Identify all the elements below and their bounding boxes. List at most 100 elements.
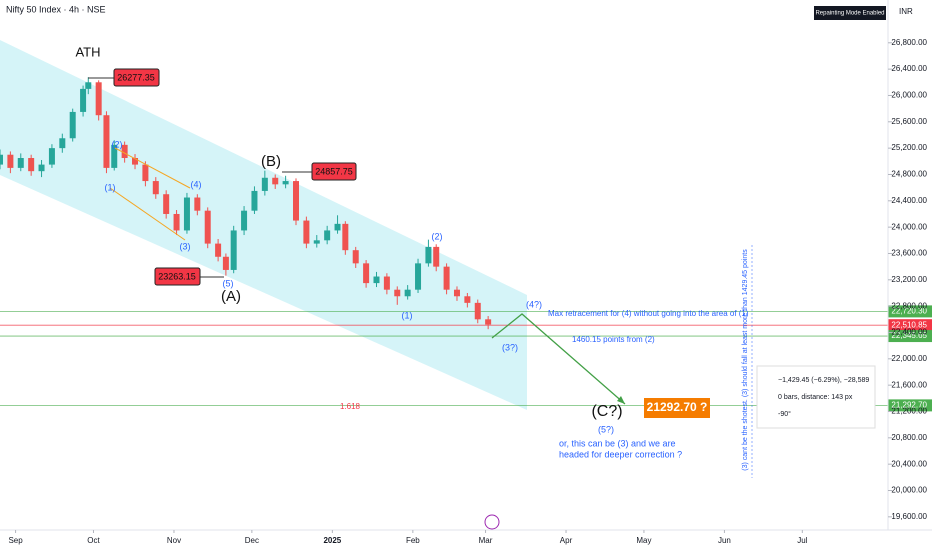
wave-label: (2) <box>112 139 123 149</box>
candle-body <box>38 164 45 172</box>
candle-body <box>142 164 149 182</box>
event-icon <box>484 514 500 530</box>
wedge-line <box>109 187 186 241</box>
y-tick-label: 26,000.00 <box>891 91 927 100</box>
candle-body <box>383 276 390 290</box>
y-tick-label: 20,000.00 <box>891 486 927 495</box>
y-tick-label: 26,800.00 <box>891 38 927 47</box>
candle-body <box>152 181 159 195</box>
y-tick-label: 26,400.00 <box>891 64 927 73</box>
candle-body <box>363 263 370 284</box>
candle-body <box>222 256 229 270</box>
candle-body <box>404 289 411 297</box>
candle-body <box>59 138 66 149</box>
candle-body <box>334 223 341 231</box>
annotation: headed for deeper correction ? <box>559 449 682 459</box>
x-tick-label: 2025 <box>323 536 341 545</box>
y-tick-label: 23,200.00 <box>891 275 927 284</box>
candle-body <box>464 296 471 303</box>
x-tick-label: Oct <box>87 536 100 545</box>
candle-body <box>230 230 237 270</box>
price-callout <box>154 267 201 286</box>
title: Nifty 50 Index · 4h · NSE <box>6 4 106 14</box>
annotation: (C?) <box>591 403 622 420</box>
y-tick-label: 21,600.00 <box>891 380 927 389</box>
annotation: 1.618 <box>340 402 361 411</box>
arrow-head <box>617 396 625 404</box>
price-level-label: 22,510.85 <box>891 320 927 329</box>
currency: INR <box>899 7 913 16</box>
candle-body <box>69 111 76 139</box>
candle-body <box>121 144 128 159</box>
candle-body <box>324 230 331 241</box>
price-callout <box>311 162 357 181</box>
x-tick-label: Apr <box>560 536 573 545</box>
wave-label: (1) <box>402 310 413 320</box>
candle-body <box>303 220 310 244</box>
candle-body <box>163 194 170 214</box>
price-level-box <box>888 399 932 412</box>
measure-text: 0 bars, distance: 143 px <box>778 394 853 401</box>
y-tick-label: 20,400.00 <box>891 459 927 468</box>
candle-body <box>111 144 118 168</box>
candle-body <box>103 115 110 168</box>
wedge-line <box>114 147 191 189</box>
candle-body <box>7 154 14 168</box>
annotation: Max retracement for (4) without going in… <box>548 309 749 318</box>
candle-body <box>433 246 440 267</box>
annotation: (A) <box>221 288 241 305</box>
candle-body <box>194 197 201 211</box>
candle-body <box>425 246 432 264</box>
price-level-label: 22,720.30 <box>891 307 927 316</box>
x-tick-label: Jul <box>797 536 807 545</box>
x-tick-label: Jun <box>718 536 731 545</box>
price-level-box <box>888 319 932 332</box>
y-tick-label: 25,200.00 <box>891 143 927 152</box>
annotation: (B) <box>261 153 281 170</box>
price-level-box <box>888 330 932 343</box>
annotation: 21292.70 ? <box>647 400 708 414</box>
y-tick-label: 23,600.00 <box>891 249 927 258</box>
y-tick-label: 22,400.00 <box>891 328 927 337</box>
measure-text: −1,429.45 (−6.29%), −28,589 <box>778 377 869 384</box>
candle-body <box>85 82 92 89</box>
candle-body <box>342 223 349 251</box>
price-level-label: 22,345.65 <box>891 331 927 340</box>
wave-label: (4?) <box>526 299 542 309</box>
y-tick-label: 25,600.00 <box>891 117 927 126</box>
candle-body <box>204 210 211 244</box>
candle-body <box>415 263 422 290</box>
y-tick-label: 24,000.00 <box>891 222 927 231</box>
candle-body <box>443 266 450 290</box>
x-tick-label: Sep <box>8 536 23 545</box>
annotation: or, this can be (3) and we are <box>559 438 676 448</box>
badge-box <box>814 6 886 20</box>
measure-text: -90° <box>778 410 791 418</box>
wave-label: (3?) <box>502 342 518 352</box>
wave-label: (2) <box>432 231 443 241</box>
candle-body <box>95 82 102 116</box>
candle-body <box>282 181 289 185</box>
candle-body <box>241 210 248 231</box>
candle-body <box>352 250 359 264</box>
candle-body <box>183 197 190 231</box>
x-tick-label: May <box>636 536 651 545</box>
wave-label: (5?) <box>598 424 614 434</box>
candle-body <box>394 289 401 297</box>
annotation: 23263.15 <box>158 271 196 281</box>
x-tick-label: Feb <box>406 536 420 545</box>
y-tick-label: 24,400.00 <box>891 196 927 205</box>
y-tick-label: 24,800.00 <box>891 170 927 179</box>
candle-body <box>0 154 3 165</box>
candle-body <box>251 190 258 211</box>
annotation: ATH <box>75 44 100 59</box>
candle-body <box>293 181 299 221</box>
wave-label: (1) <box>105 182 116 192</box>
annotation: (3) cant be the shotest. (3) should fall… <box>742 249 749 471</box>
annotation: 26277.35 <box>117 72 155 82</box>
x-tick-label: Nov <box>167 536 181 545</box>
candle-body <box>272 177 279 185</box>
price-level-label: 21,292.70 <box>891 400 927 409</box>
